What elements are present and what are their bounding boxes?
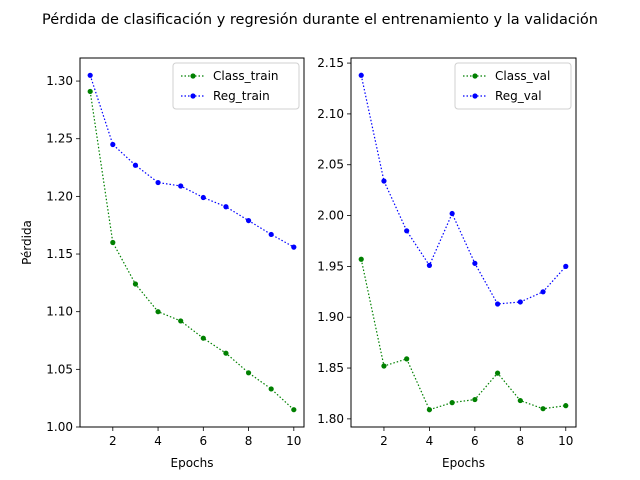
- val-y-tick-label-3: 1.95: [317, 259, 344, 273]
- figure-title: Pérdida de clasificación y regresión dur…: [42, 12, 598, 28]
- train-point-1-0: [87, 72, 93, 78]
- train-series-line-1: [89, 75, 295, 248]
- train-legend-label-1: Reg_train: [213, 89, 270, 103]
- train-x-tick-label-2: 6: [199, 434, 207, 448]
- train-legend-marker-1: [190, 93, 196, 99]
- val-legend-label-0: Class_val: [495, 69, 550, 83]
- train-y-axis-label: Pérdida: [20, 220, 34, 265]
- train-point-0-3: [155, 309, 161, 315]
- train-point-1-8: [268, 231, 274, 238]
- train-legend: [172, 62, 300, 110]
- train-loss-panel: 2 4 6 8 10 1.00 1.05 1.10 1.15 1.20 1.25 1.30 Epochs…: [20, 57, 305, 470]
- train-y-tick-label-4: 1.20: [46, 189, 73, 203]
- train-series-line-0: [89, 91, 295, 411]
- train-x-tick-label-1: 4: [154, 434, 162, 448]
- val-loss-panel: 2 4 6 8 10 1.80 1.85 1.90 1.95 2.00 2.05 2.10 2.15 Ep…: [317, 56, 577, 470]
- val-x-tick-label-1: 4: [426, 434, 434, 448]
- train-point-1-4: [178, 183, 184, 189]
- train-point-0-4: [178, 318, 184, 324]
- val-point-1-3: [426, 262, 433, 268]
- val-point-1-6: [494, 301, 501, 307]
- val-point-1-8: [540, 289, 546, 295]
- val-y-tick-label-4: 2.00: [317, 209, 344, 223]
- train-point-1-2: [132, 162, 139, 168]
- val-legend: [454, 62, 572, 110]
- train-x-tick-label-3: 8: [245, 434, 253, 448]
- val-point-1-2: [404, 228, 410, 234]
- val-x-tick-label-3: 8: [516, 434, 524, 448]
- train-point-0-9: [291, 407, 297, 413]
- train-point-1-6: [223, 204, 229, 210]
- train-point-0-8: [268, 386, 274, 392]
- train-point-1-5: [200, 194, 206, 201]
- val-point-0-3: [426, 407, 433, 413]
- val-point-0-0: [358, 256, 364, 262]
- val-y-tick-label-7: 2.15: [317, 56, 344, 70]
- val-legend-marker-0: [472, 73, 478, 79]
- train-x-tick-label-0: 2: [109, 434, 117, 448]
- val-point-0-5: [472, 396, 478, 403]
- val-legend-marker-1: [472, 93, 478, 99]
- train-y-tick-label-5: 1.25: [46, 132, 73, 146]
- train-x-tick-label-4: 10: [286, 434, 301, 448]
- val-point-0-1: [381, 363, 387, 369]
- val-point-1-1: [381, 178, 387, 184]
- val-x-tick-label-4: 10: [558, 434, 573, 448]
- train-point-1-9: [291, 244, 297, 250]
- train-y-tick-label-0: 1.00: [46, 420, 73, 434]
- train-point-0-1: [110, 239, 116, 246]
- val-legend-label-1: Reg_val: [495, 89, 542, 103]
- val-point-1-9: [563, 263, 569, 269]
- train-legend-label-0: Class_train: [213, 69, 279, 83]
- val-point-0-9: [563, 403, 569, 409]
- val-y-tick-label-5: 2.05: [317, 158, 344, 172]
- val-axes-frame: [350, 57, 577, 428]
- val-y-tick-label-6: 2.10: [317, 107, 344, 121]
- val-x-tick-label-0: 2: [380, 434, 388, 448]
- train-point-0-2: [132, 281, 139, 287]
- train-point-1-3: [155, 179, 161, 186]
- val-series-line-0: [360, 259, 566, 411]
- train-y-tick-label-2: 1.10: [46, 305, 73, 319]
- val-point-0-7: [517, 397, 523, 404]
- train-point-0-0: [87, 88, 93, 95]
- val-point-1-7: [517, 299, 523, 305]
- val-y-tick-label-1: 1.85: [317, 361, 344, 375]
- val-point-0-8: [540, 406, 546, 412]
- val-y-tick-label-2: 1.90: [317, 310, 344, 324]
- val-x-tick-label-2: 6: [471, 434, 479, 448]
- val-point-0-2: [404, 356, 410, 362]
- train-legend-marker-0: [190, 73, 196, 79]
- val-point-1-4: [449, 210, 455, 217]
- train-y-tick-label-1: 1.05: [46, 362, 73, 376]
- train-point-1-7: [245, 217, 252, 224]
- val-point-1-0: [358, 72, 364, 78]
- train-y-tick-label-6: 1.30: [46, 74, 73, 88]
- train-axes-frame: [79, 57, 305, 428]
- val-point-0-6: [494, 370, 501, 376]
- val-x-axis-label: Epochs: [442, 456, 485, 470]
- val-point-1-5: [472, 260, 478, 266]
- train-point-0-7: [245, 370, 252, 376]
- val-point-0-4: [449, 400, 455, 406]
- train-point-0-6: [223, 350, 229, 356]
- val-series-line-1: [360, 75, 567, 305]
- train-x-axis-label: Epochs: [171, 456, 214, 470]
- train-point-0-5: [200, 335, 206, 341]
- train-point-1-1: [110, 141, 116, 148]
- train-y-tick-label-3: 1.15: [46, 247, 73, 261]
- val-y-tick-label-0: 1.80: [317, 412, 344, 426]
